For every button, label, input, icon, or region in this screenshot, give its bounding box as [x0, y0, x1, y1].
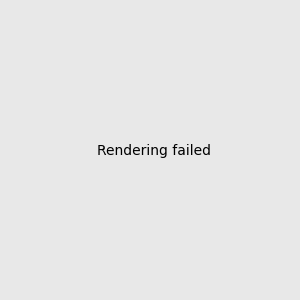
Text: Rendering failed: Rendering failed [97, 145, 211, 158]
